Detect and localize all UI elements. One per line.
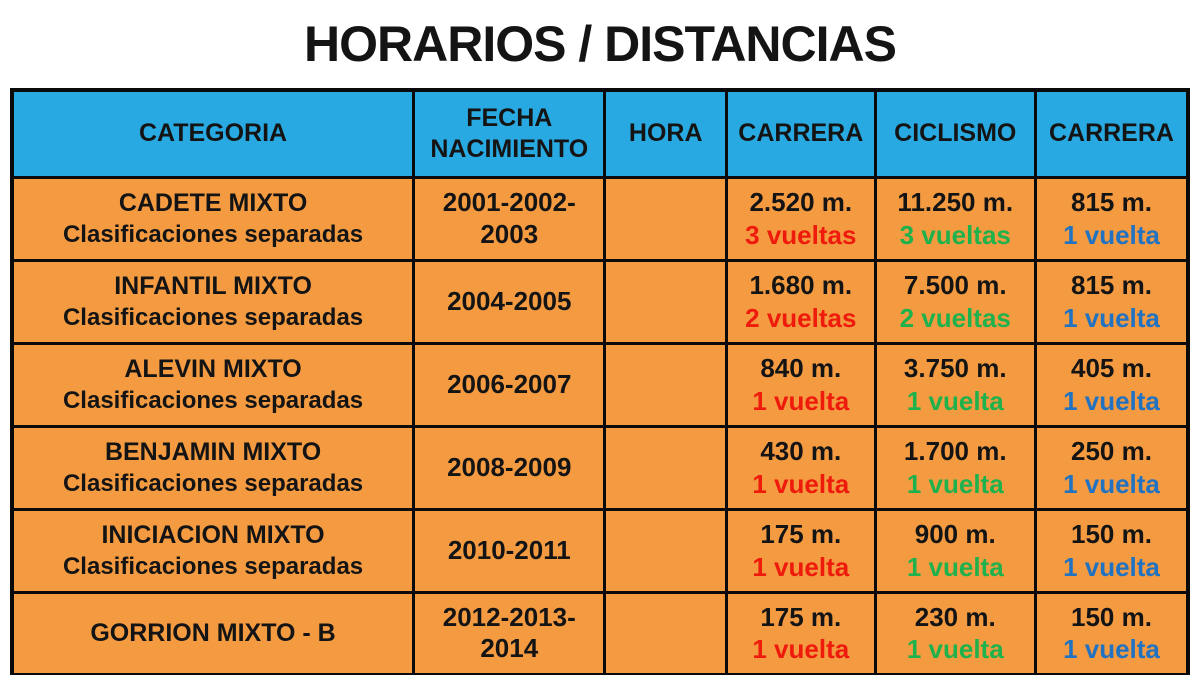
- header-hora: HORA: [603, 88, 729, 179]
- header-carrera-2: CARRERA: [1033, 88, 1190, 179]
- ciclismo-cell: 900 m. 1 vuelta: [873, 507, 1037, 594]
- carrera2-cell: 150 m. 1 vuelta: [1033, 507, 1190, 594]
- categoria-name: INICIACION MIXTO: [101, 520, 325, 549]
- ciclismo-cell: 11.250 m. 3 vueltas: [873, 175, 1037, 262]
- laps-value: 1 vuelta: [1063, 551, 1160, 582]
- distance-value: 815 m.: [1071, 270, 1152, 300]
- distance-value: 840 m.: [760, 353, 842, 383]
- categoria-cell: BENJAMIN MIXTO Clasificaciones separadas: [10, 424, 416, 511]
- distance-value: 3.750 m.: [903, 353, 1007, 383]
- distance-value: 815 m.: [1071, 187, 1152, 217]
- fecha-cell: 2010-2011: [412, 507, 607, 594]
- categoria-cell: ALEVIN MIXTO Clasificaciones separadas: [10, 341, 416, 428]
- carrera1-cell: 2.520 m. 3 vueltas: [725, 175, 877, 262]
- schedule-table: CATEGORIA FECHA NACIMIENTO HORA CARRERA …: [10, 88, 1190, 675]
- categoria-name: BENJAMIN MIXTO: [104, 437, 322, 466]
- laps-value: 2 vueltas: [745, 302, 857, 333]
- laps-value: 1 vuelta: [906, 468, 1004, 499]
- fecha-cell: 2008-2009: [412, 424, 607, 511]
- laps-value: 2 vueltas: [899, 302, 1011, 333]
- laps-value: 1 vuelta: [752, 385, 850, 416]
- hora-cell: [603, 507, 729, 594]
- carrera2-cell: 815 m. 1 vuelta: [1033, 258, 1190, 345]
- header-ciclismo: CICLISMO: [873, 88, 1037, 179]
- title-bar: HORARIOS / DISTANCIAS: [0, 0, 1200, 88]
- ciclismo-cell: 1.700 m. 1 vuelta: [873, 424, 1037, 511]
- distance-value: 1.700 m.: [903, 436, 1007, 466]
- laps-value: 1 vuelta: [1063, 385, 1160, 416]
- hora-cell: [603, 258, 729, 345]
- hora-cell: [603, 175, 729, 262]
- laps-value: 1 vuelta: [906, 385, 1004, 416]
- distance-value: 900 m.: [914, 519, 996, 549]
- laps-value: 1 vuelta: [906, 634, 1004, 665]
- carrera2-cell: 250 m. 1 vuelta: [1033, 424, 1190, 511]
- categoria-cell: INFANTIL MIXTO Clasificaciones separadas: [10, 258, 416, 345]
- table-row: GORRION MIXTO - B 2012-2013- 2014 175 m.…: [10, 590, 1190, 675]
- laps-value: 1 vuelta: [906, 551, 1004, 582]
- categoria-name: ALEVIN MIXTO: [124, 354, 302, 383]
- laps-value: 1 vuelta: [752, 551, 850, 582]
- carrera2-cell: 405 m. 1 vuelta: [1033, 341, 1190, 428]
- distance-value: 150 m.: [1071, 601, 1152, 632]
- distance-value: 430 m.: [760, 436, 842, 466]
- categoria-subtitle: Clasificaciones separadas: [62, 553, 364, 581]
- laps-value: 1 vuelta: [1063, 634, 1160, 665]
- distance-value: 150 m.: [1071, 519, 1152, 549]
- hora-cell: [603, 590, 729, 675]
- laps-value: 1 vuelta: [1063, 302, 1160, 333]
- categoria-subtitle: Clasificaciones separadas: [62, 387, 364, 415]
- distance-value: 1.680 m.: [749, 270, 853, 300]
- carrera2-cell: 815 m. 1 vuelta: [1033, 175, 1190, 262]
- carrera1-cell: 430 m. 1 vuelta: [725, 424, 877, 511]
- page-title: HORARIOS / DISTANCIAS: [304, 16, 897, 72]
- categoria-subtitle: Clasificaciones separadas: [62, 470, 364, 498]
- categoria-name: INFANTIL MIXTO: [114, 271, 312, 300]
- categoria-cell: CADETE MIXTO Clasificaciones separadas: [10, 175, 416, 262]
- table-row: CADETE MIXTO Clasificaciones separadas 2…: [10, 175, 1190, 262]
- distance-value: 175 m.: [760, 519, 842, 549]
- distance-value: 2.520 m.: [749, 187, 853, 217]
- header-categoria: CATEGORIA: [10, 88, 416, 179]
- carrera1-cell: 175 m. 1 vuelta: [725, 507, 877, 594]
- table-row: INFANTIL MIXTO Clasificaciones separadas…: [10, 258, 1190, 345]
- table-row: BENJAMIN MIXTO Clasificaciones separadas…: [10, 424, 1190, 511]
- distance-value: 230 m.: [914, 601, 996, 632]
- fecha-cell: 2006-2007: [412, 341, 607, 428]
- table-header-row: CATEGORIA FECHA NACIMIENTO HORA CARRERA …: [10, 88, 1190, 179]
- laps-value: 1 vuelta: [752, 468, 850, 499]
- categoria-name: GORRION MIXTO - B: [90, 619, 336, 647]
- carrera2-cell: 150 m. 1 vuelta: [1033, 590, 1190, 675]
- laps-value: 1 vuelta: [752, 634, 850, 665]
- ciclismo-cell: 7.500 m. 2 vueltas: [873, 258, 1037, 345]
- hora-cell: [603, 341, 729, 428]
- laps-value: 3 vueltas: [745, 219, 857, 250]
- categoria-subtitle: Clasificaciones separadas: [62, 304, 364, 332]
- ciclismo-cell: 230 m. 1 vuelta: [873, 590, 1037, 675]
- header-carrera-1: CARRERA: [725, 88, 877, 179]
- fecha-cell: 2004-2005: [412, 258, 607, 345]
- table-row: INICIACION MIXTO Clasificaciones separad…: [10, 507, 1190, 594]
- header-fecha-nacimiento: FECHA NACIMIENTO: [412, 88, 607, 179]
- laps-value: 3 vueltas: [899, 219, 1011, 250]
- hora-cell: [603, 424, 729, 511]
- laps-value: 1 vuelta: [1063, 468, 1160, 499]
- categoria-cell: INICIACION MIXTO Clasificaciones separad…: [10, 507, 416, 594]
- fecha-cell: 2012-2013- 2014: [412, 590, 607, 675]
- carrera1-cell: 1.680 m. 2 vueltas: [725, 258, 877, 345]
- categoria-cell: GORRION MIXTO - B: [10, 590, 416, 675]
- distance-value: 7.500 m.: [903, 270, 1007, 300]
- distance-value: 405 m.: [1071, 353, 1152, 383]
- distance-value: 250 m.: [1071, 436, 1152, 466]
- laps-value: 1 vuelta: [1063, 219, 1160, 250]
- categoria-name: CADETE MIXTO: [118, 188, 308, 217]
- carrera1-cell: 840 m. 1 vuelta: [725, 341, 877, 428]
- table-row: ALEVIN MIXTO Clasificaciones separadas 2…: [10, 341, 1190, 428]
- ciclismo-cell: 3.750 m. 1 vuelta: [873, 341, 1037, 428]
- carrera1-cell: 175 m. 1 vuelta: [725, 590, 877, 675]
- fecha-cell: 2001-2002- 2003: [412, 175, 607, 262]
- distance-value: 175 m.: [760, 601, 842, 632]
- categoria-subtitle: Clasificaciones separadas: [62, 221, 364, 249]
- distance-value: 11.250 m.: [897, 187, 1014, 217]
